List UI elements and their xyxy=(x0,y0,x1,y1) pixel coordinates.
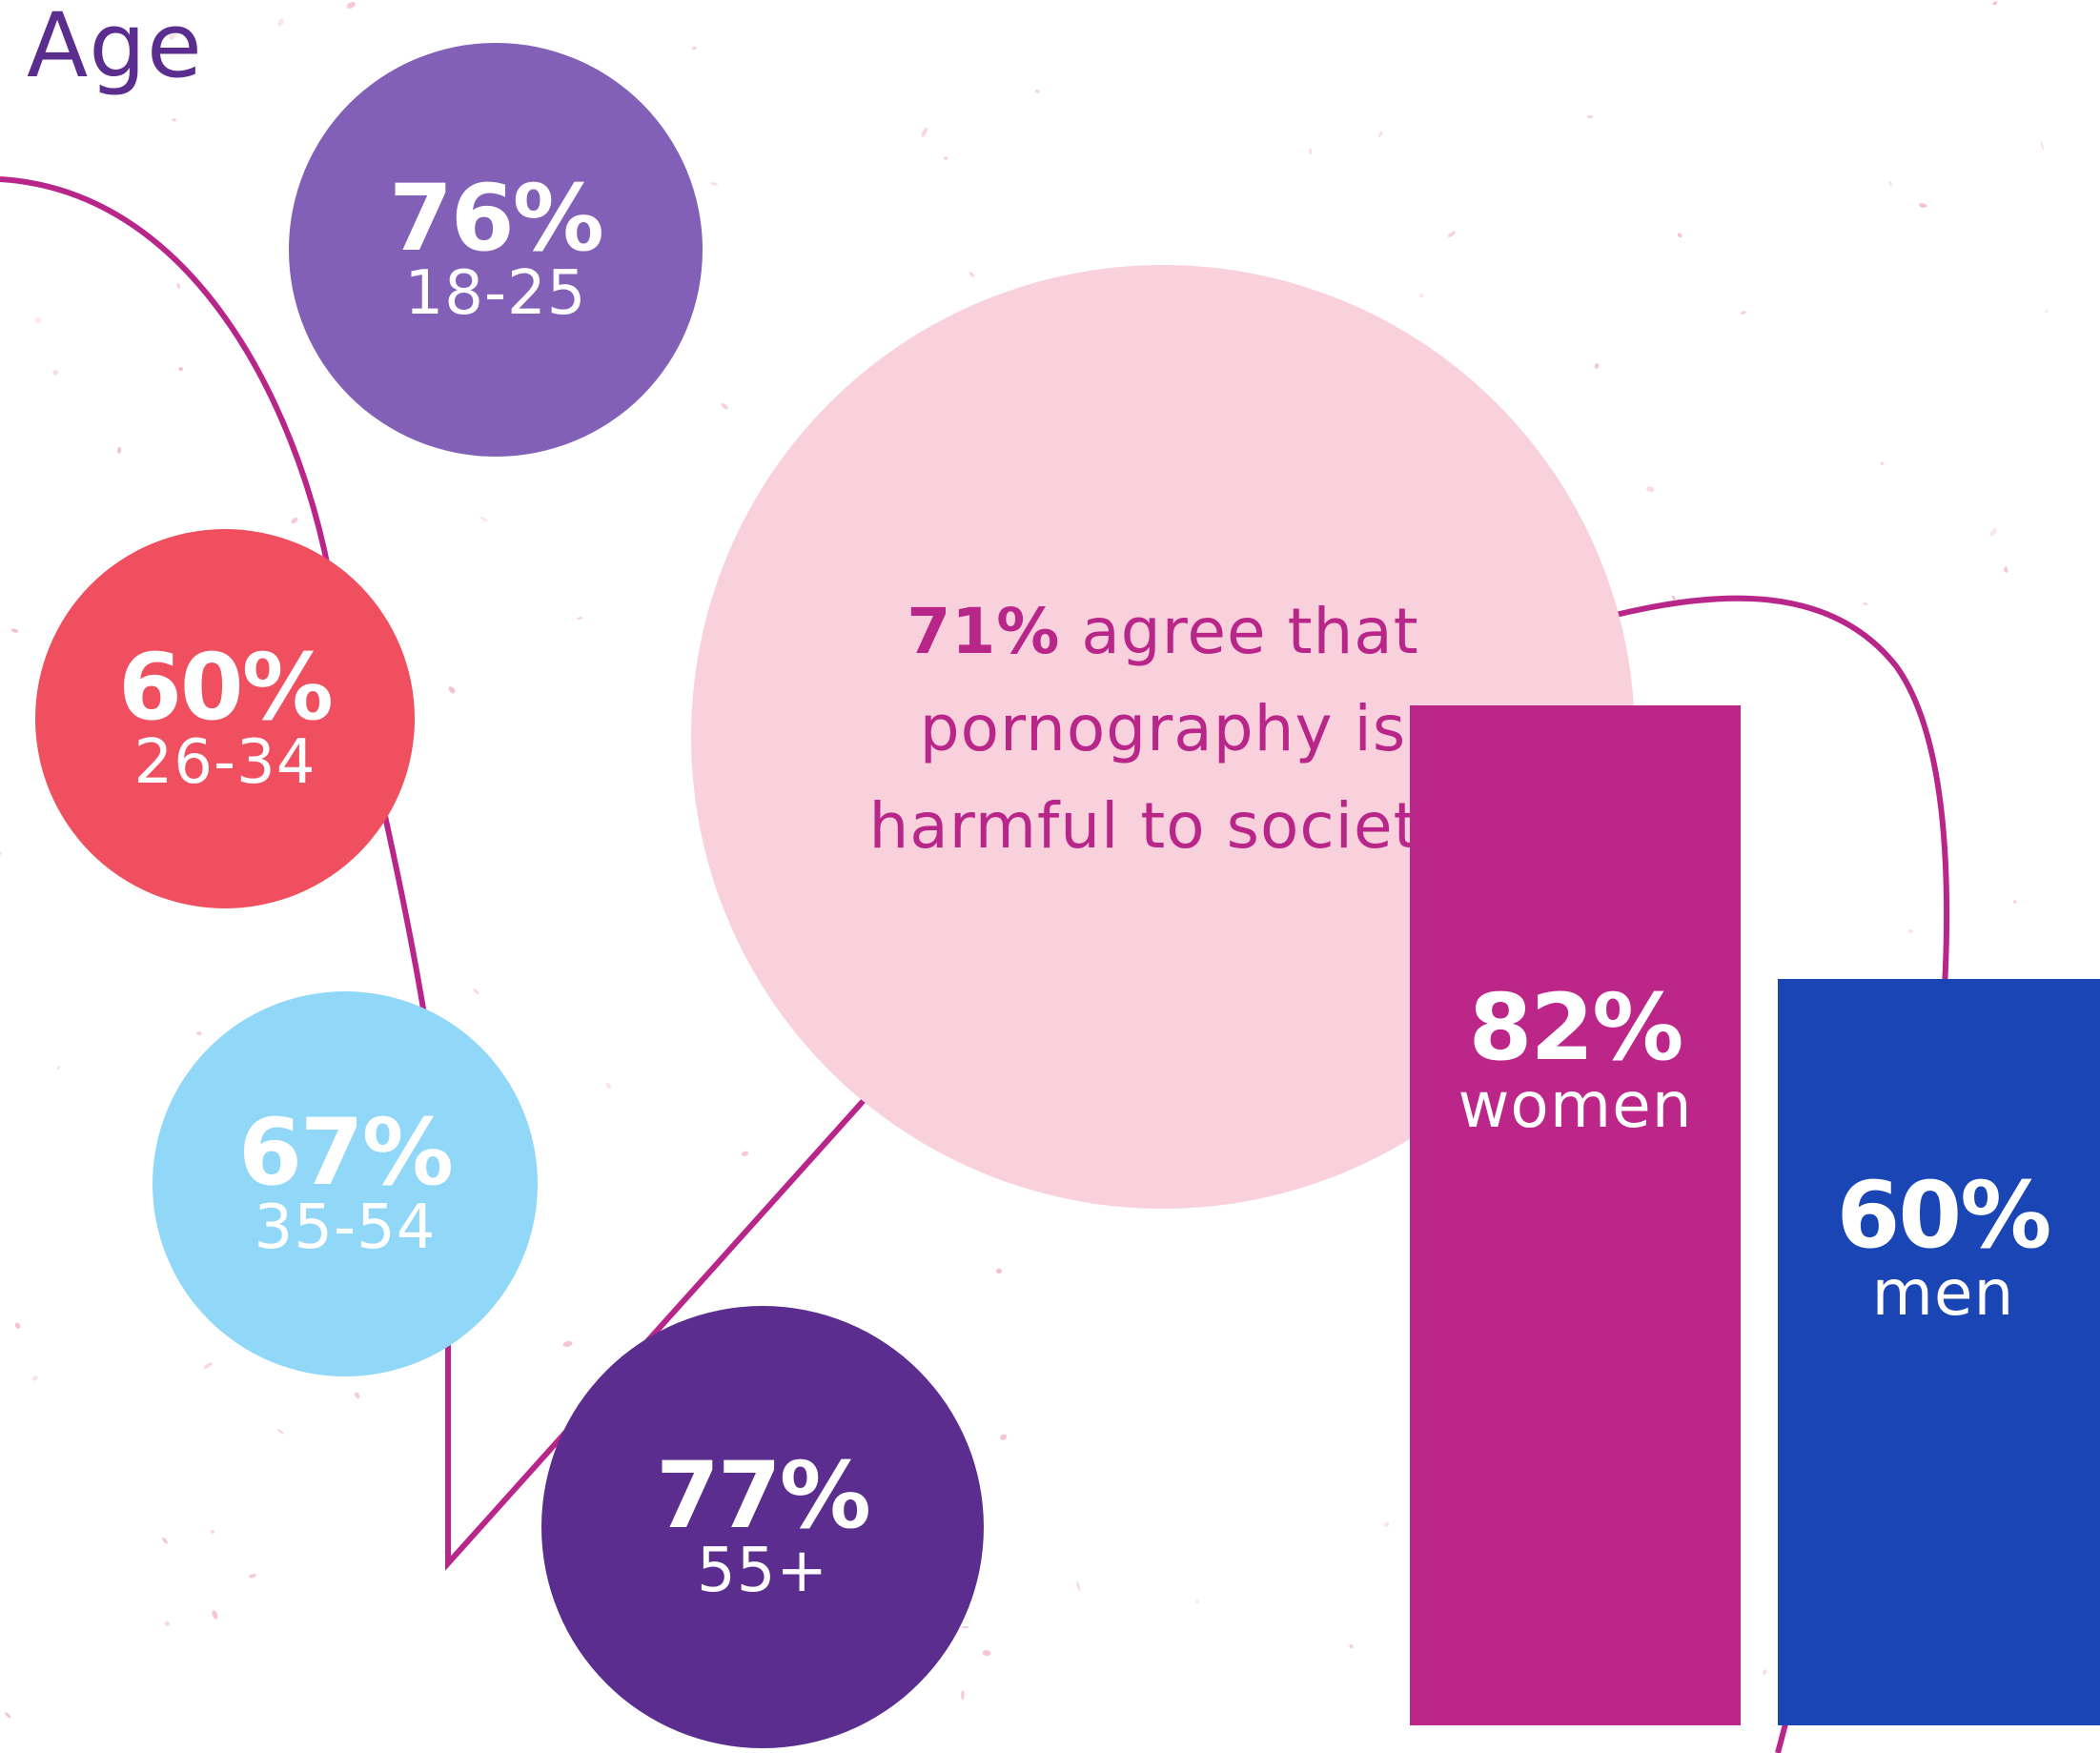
decor-speck xyxy=(116,446,122,454)
age-bubble-26-34: 60% 26-34 xyxy=(35,529,415,908)
age-bubble-label: 55+ xyxy=(696,1535,829,1606)
decor-speck xyxy=(276,1429,284,1435)
decor-speck xyxy=(1880,461,1884,465)
decor-speck xyxy=(210,1529,215,1534)
decor-speck xyxy=(1741,311,1746,315)
decor-speck xyxy=(1034,89,1040,93)
decor-speck xyxy=(5,1712,11,1719)
decor-speck xyxy=(2013,900,2017,904)
decor-speck xyxy=(691,46,697,51)
decor-speck xyxy=(1992,1,1998,6)
decor-speck xyxy=(961,1625,969,1629)
decor-speck xyxy=(1195,1600,1199,1603)
decor-speck xyxy=(1076,1580,1080,1592)
age-bubble-percent: 76% xyxy=(389,164,604,272)
decor-speck xyxy=(212,1610,218,1620)
decor-speck xyxy=(741,1151,749,1156)
decor-speck xyxy=(709,182,719,186)
age-bubble-percent: 60% xyxy=(118,633,334,741)
decor-speck xyxy=(961,1690,965,1701)
decor-speck xyxy=(448,686,456,694)
headline-statement: agree that pornography is harmful to soc… xyxy=(868,595,1458,863)
decor-speck xyxy=(577,617,583,620)
decor-speck xyxy=(56,1066,61,1070)
decor-speck xyxy=(196,1031,202,1036)
bar-percent: 60% xyxy=(1836,1162,2052,1269)
decor-speck xyxy=(176,282,181,290)
decor-speck xyxy=(1888,180,1892,187)
age-bubble-55-plus: 77% 55+ xyxy=(541,1306,984,1748)
age-bubble-35-54: 67% 35-54 xyxy=(153,991,538,1376)
decor-speck xyxy=(14,1322,21,1329)
decor-speck xyxy=(168,33,175,40)
bar-percent: 82% xyxy=(1468,974,1684,1081)
decor-speck xyxy=(982,1650,991,1657)
age-bubble-label: 35-54 xyxy=(254,1192,437,1263)
decor-speck xyxy=(1594,363,1600,369)
decor-speck xyxy=(1908,928,1914,933)
bar-label: men xyxy=(1871,1256,2015,1330)
headline-percent: 71% xyxy=(907,595,1061,668)
decor-speck xyxy=(562,1340,573,1347)
decor-speck xyxy=(1349,1643,1354,1649)
decor-speck xyxy=(31,1376,38,1381)
decor-speck xyxy=(1677,233,1682,238)
age-bubble-percent: 77% xyxy=(656,1441,871,1549)
decor-speck xyxy=(203,1362,213,1369)
decor-speck xyxy=(291,517,298,524)
bar-men: 60% men xyxy=(1778,979,2100,1725)
decor-speck xyxy=(1384,1521,1390,1527)
decor-speck xyxy=(0,850,2,857)
decor-speck xyxy=(1586,115,1593,119)
decor-speck xyxy=(473,989,479,995)
decor-speck xyxy=(996,1268,1002,1274)
decor-speck xyxy=(1000,1434,1008,1440)
age-bubble-18-25: 76% 18-25 xyxy=(289,43,703,457)
decor-speck xyxy=(1419,293,1424,298)
decor-speck xyxy=(479,516,488,522)
decor-speck xyxy=(1762,1669,1767,1676)
age-title: Age xyxy=(27,0,203,98)
decor-speck xyxy=(721,402,728,410)
decor-speck xyxy=(35,316,41,323)
decor-speck xyxy=(52,370,59,376)
decor-speck xyxy=(10,628,19,633)
decor-speck xyxy=(1863,601,1868,606)
decor-speck xyxy=(1919,203,1927,209)
decor-speck xyxy=(346,2,356,9)
age-bubble-label: 26-34 xyxy=(133,726,316,798)
decor-speck xyxy=(2045,310,2049,314)
age-bubble-label: 18-25 xyxy=(404,257,587,329)
decor-speck xyxy=(2040,140,2044,151)
decor-speck xyxy=(1378,131,1383,137)
bar-women: 82% women xyxy=(1410,705,1741,1725)
decor-speck xyxy=(605,1082,612,1090)
decor-speck xyxy=(162,1537,168,1544)
decor-speck xyxy=(944,156,948,160)
decor-speck xyxy=(1646,486,1655,493)
age-bubble-percent: 67% xyxy=(238,1098,454,1206)
decor-speck xyxy=(968,272,975,277)
decor-speck xyxy=(1989,528,1997,537)
decor-speck xyxy=(1309,148,1312,154)
decor-speck xyxy=(354,1392,360,1399)
decor-speck xyxy=(1447,231,1457,238)
decor-speck xyxy=(277,18,284,27)
headline-text: 71% agree that pornography is harmful to… xyxy=(801,583,1525,875)
decor-speck xyxy=(164,1621,171,1626)
decor-speck xyxy=(2004,566,2008,573)
decor-speck xyxy=(178,367,184,372)
decor-speck xyxy=(921,127,928,137)
decor-speck xyxy=(1671,595,1676,601)
decor-speck xyxy=(249,1573,256,1579)
decor-speck xyxy=(172,118,176,122)
bar-label: women xyxy=(1458,1069,1693,1142)
